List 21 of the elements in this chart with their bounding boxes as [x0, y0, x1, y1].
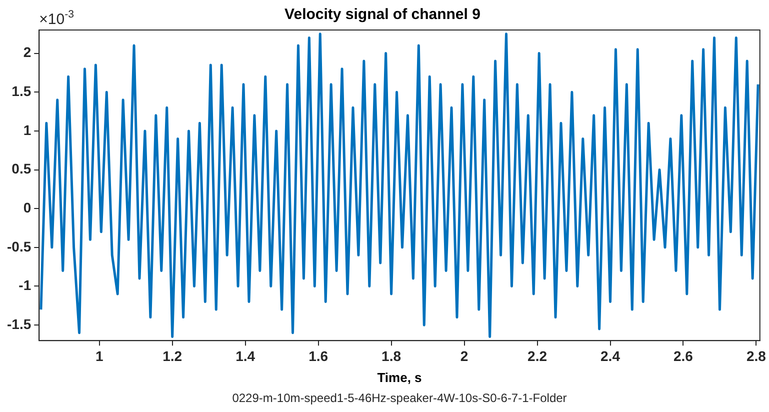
x-tick-label: 2.4 [600, 348, 620, 364]
y-tick-label: 0 [23, 199, 32, 216]
y-tick-label: 1.5 [12, 82, 32, 99]
chart-title: Velocity signal of channel 9 [284, 6, 480, 24]
y-tick-label: 0.5 [12, 160, 32, 177]
y-tick-label: -1.5 [7, 316, 32, 332]
y-tick-label: 1 [23, 122, 32, 138]
x-tick-label: 1.6 [308, 348, 328, 364]
x-tick-label: 1.2 [162, 348, 182, 364]
x-tick-label: 2.2 [528, 348, 548, 364]
y-tick-label: 2 [23, 44, 32, 60]
y-tick-label: -1 [18, 277, 32, 294]
x-tick-label: 1 [95, 348, 104, 364]
x-tick-label: 2.6 [674, 348, 694, 364]
x-tick-label: 2.8 [746, 348, 766, 364]
text: 0229-m-10m-speed1-5-46Hz-speaker-4W-10s-S0-6-7-1-Folder [232, 391, 567, 405]
x-axis-title: Time, s [377, 370, 422, 385]
x-tick-label: 2 [460, 348, 468, 364]
x-tick-label: 1.4 [236, 348, 256, 364]
x-tick-label: 1.8 [382, 348, 402, 364]
y-tick-label: -0.5 [7, 238, 32, 254]
